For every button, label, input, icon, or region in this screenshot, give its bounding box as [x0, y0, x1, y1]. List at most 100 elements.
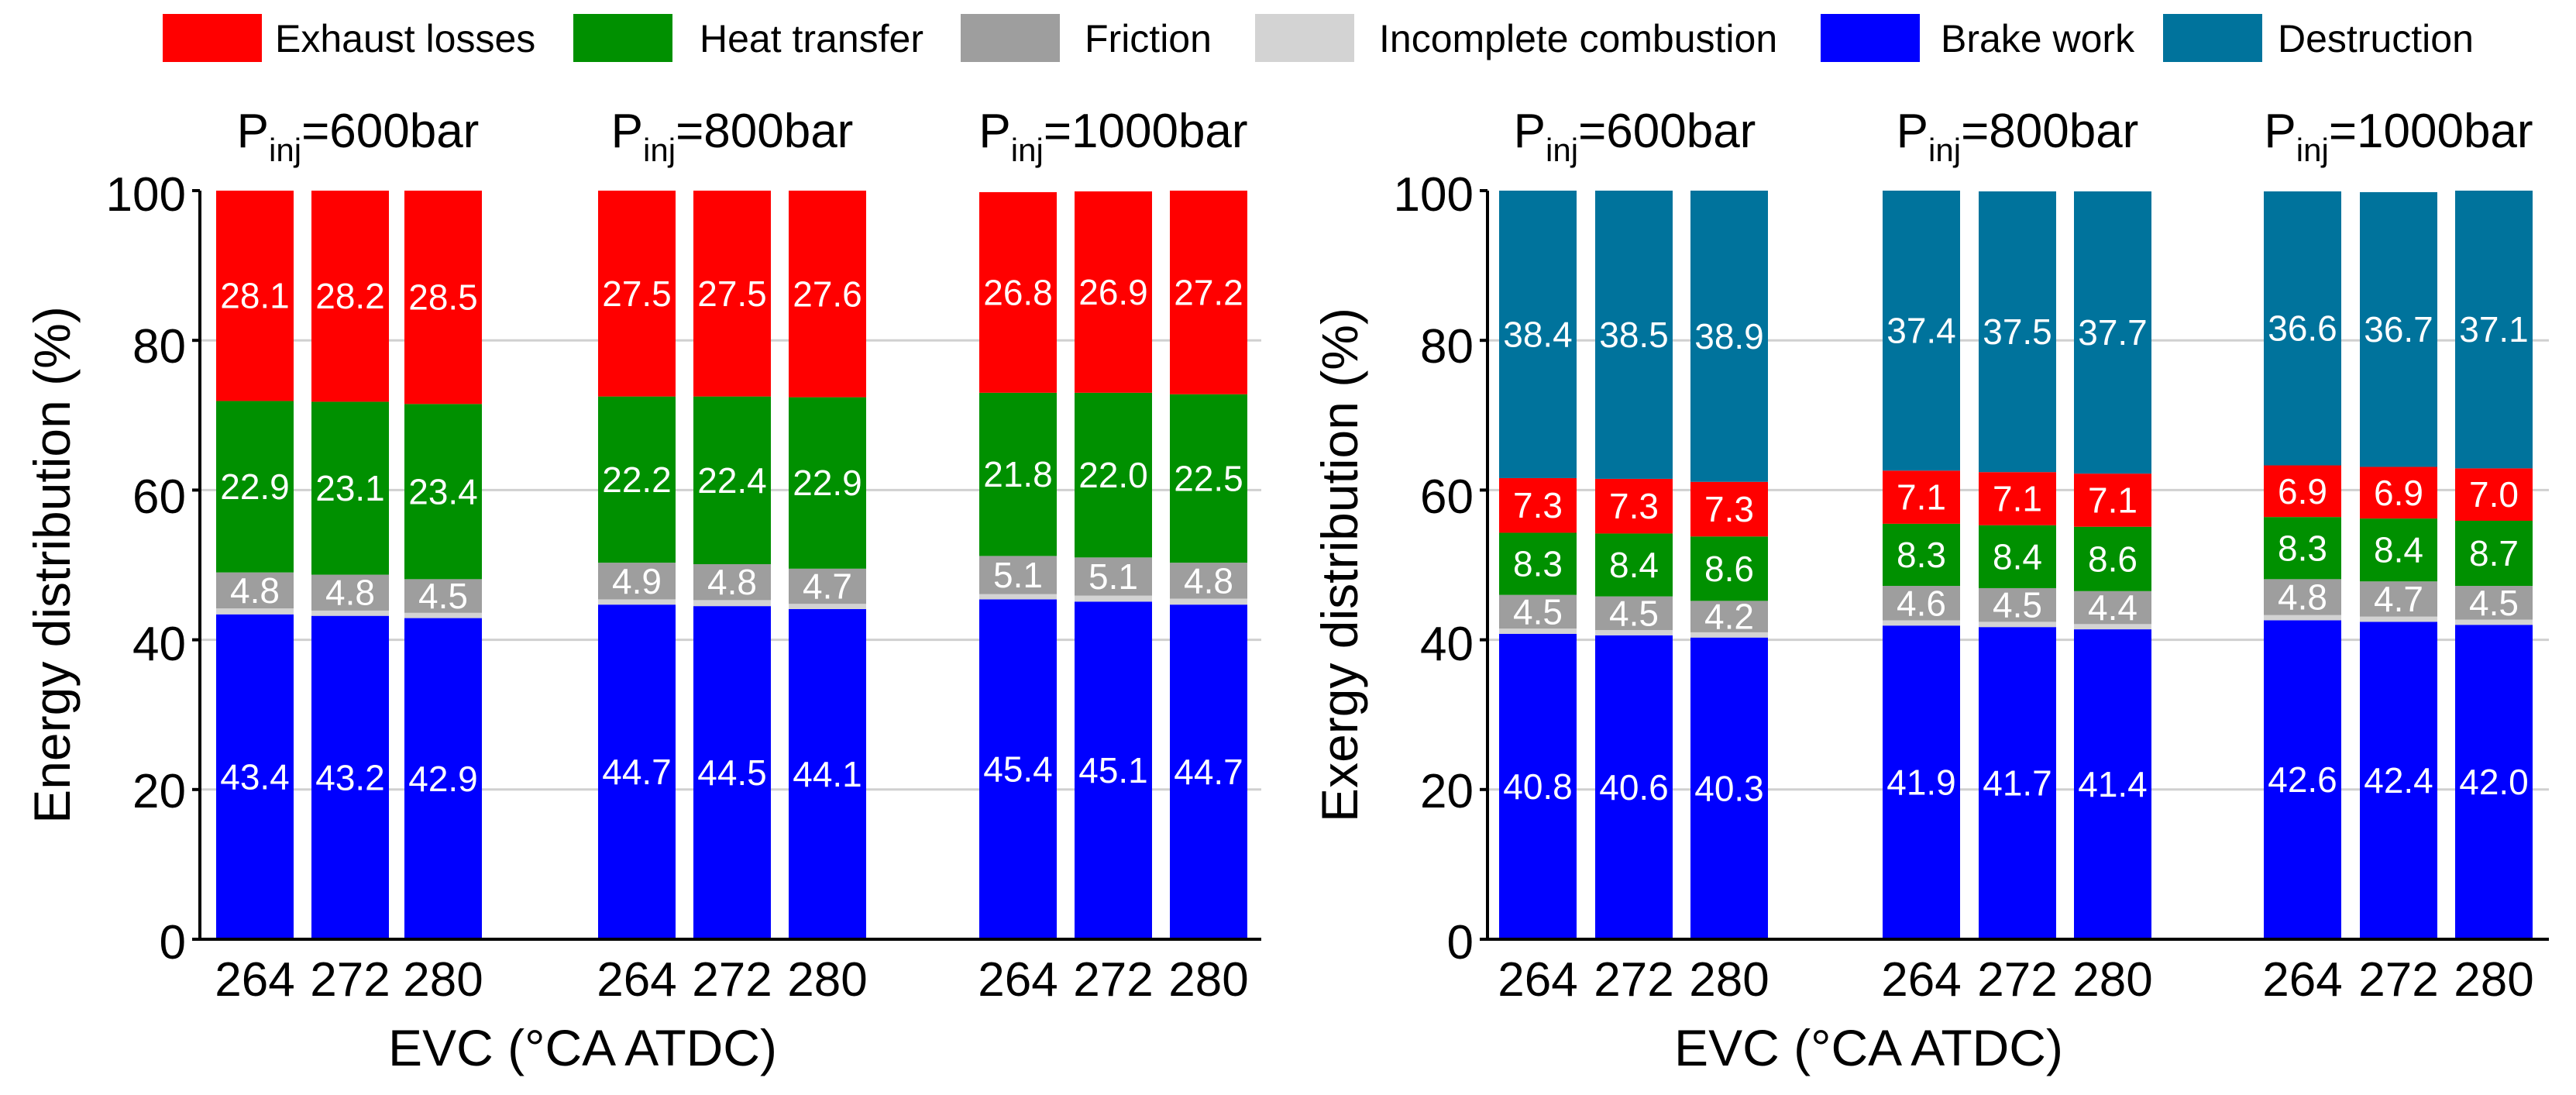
bar-value-label: 7.3 [1513, 485, 1563, 525]
bar-segment-brake-work [1979, 627, 2056, 939]
bar-segment-destruction [2264, 191, 2341, 466]
bar-value-label: 27.5 [697, 274, 767, 314]
bar-value-label: 4.7 [2374, 579, 2423, 619]
bar-value-label: 4.8 [707, 562, 757, 602]
bar-segment-destruction [1979, 191, 2056, 473]
bar-segment-friction [1075, 557, 1152, 596]
bar-segment-heat-transfer [693, 396, 771, 565]
bar-segment-brake-work [693, 606, 771, 939]
bar-value-label: 38.4 [1503, 314, 1573, 354]
bar-segment-heat-transfer [1075, 392, 1152, 558]
bar-segment-brake-work [2264, 620, 2341, 939]
bar-segment-heat-transfer [1595, 533, 1673, 597]
bar-segment-brake-work [2455, 625, 2533, 939]
x-tick-label: 264 [597, 953, 676, 1007]
legend-label-brake-work: Brake work [1941, 17, 2135, 60]
bar-value-label: 44.7 [602, 752, 672, 792]
x-tick-label: 264 [215, 953, 294, 1007]
bar-value-label: 45.4 [983, 749, 1053, 790]
bar-segment-incomplete-combustion [1075, 595, 1152, 602]
exergy-distribution-panel: 0 20 40 60 80 100 Exergy distribution (%) 40.8 4… [1311, 105, 2549, 1076]
bar-value-label: 22.2 [602, 460, 672, 500]
bar-value-label: 43.2 [315, 757, 385, 797]
bar-value-label: 7.1 [2088, 480, 2137, 520]
bar-value-label: 8.3 [1897, 535, 1946, 575]
bar-value-label: 4.2 [1704, 597, 1754, 637]
y-tick-label: 100 [106, 168, 186, 222]
bar-value-label: 42.4 [2364, 760, 2433, 801]
bar-segment-incomplete-combustion [598, 599, 676, 605]
legend-swatch-heat-transfer [573, 14, 672, 62]
legend-swatch-incomplete-combustion [1255, 14, 1354, 62]
bar-segment-friction [2455, 586, 2533, 620]
bar-value-label: 27.5 [602, 274, 672, 314]
bar-value-label: 28.5 [408, 277, 478, 318]
bar-value-label: 8.4 [2374, 530, 2423, 570]
bar-segment-heat-transfer [1979, 525, 2056, 588]
bar-segment-exhaust-losses [1883, 470, 1960, 524]
bar-segment-exhaust-losses [311, 191, 389, 402]
y-tick-label: 40 [1420, 618, 1474, 671]
bar-segment-incomplete-combustion [2360, 616, 2437, 622]
bar-segment-exhaust-losses [2074, 473, 2151, 527]
bar-segment-exhaust-losses [1499, 477, 1577, 533]
bar-value-label: 37.5 [1983, 312, 2052, 352]
bar-segment-friction [2074, 591, 2151, 625]
bar-value-label: 4.7 [803, 566, 852, 607]
bar-value-label: 6.9 [2278, 471, 2327, 511]
legend-swatch-exhaust-losses [163, 14, 262, 62]
x-tick-label: 272 [310, 953, 390, 1007]
bar-segment-destruction [2074, 191, 2151, 474]
bar-segment-exhaust-losses [216, 191, 294, 401]
bar-segment-heat-transfer [598, 396, 676, 563]
group-title: Pinj=1000bar [2264, 105, 2533, 168]
bar-segment-heat-transfer [311, 401, 389, 575]
group-title: Pinj=600bar [1514, 105, 1756, 168]
bar-segment-brake-work [2360, 622, 2437, 939]
bar-value-label: 43.4 [220, 756, 290, 797]
bar-value-label: 4.5 [2469, 583, 2519, 623]
bar-segment-brake-work [216, 614, 294, 939]
y-axis-title: Energy distribution (%) [23, 306, 81, 824]
bar-value-label: 8.3 [2278, 528, 2327, 568]
bar-segment-exhaust-losses [1979, 472, 2056, 525]
bar-segment-brake-work [2074, 629, 2151, 939]
y-tick-label: 60 [1420, 470, 1474, 524]
x-tick-label: 272 [692, 953, 772, 1007]
x-tick-label: 272 [2358, 953, 2438, 1007]
bar-segment-exhaust-losses [1690, 481, 1768, 537]
bar-segment-incomplete-combustion [2264, 615, 2341, 621]
legend-label-friction: Friction [1085, 17, 1212, 60]
bar-value-label: 41.7 [1983, 763, 2052, 804]
bar-segment-friction [2264, 579, 2341, 615]
legend-swatch-brake-work [1821, 14, 1920, 62]
bar-segment-destruction [1883, 191, 1960, 471]
bar-segment-incomplete-combustion [979, 594, 1057, 600]
bar-segment-friction [789, 568, 866, 604]
bar-segment-brake-work [1595, 635, 1673, 939]
bar-segment-exhaust-losses [2360, 467, 2437, 519]
bar-segment-heat-transfer [979, 392, 1057, 556]
bar-value-label: 23.1 [315, 468, 385, 508]
bar-segment-brake-work [1170, 604, 1247, 939]
bar-segment-heat-transfer [1690, 536, 1768, 601]
x-tick-label: 272 [1977, 953, 2057, 1007]
bar-segment-friction [216, 572, 294, 609]
bar-segment-exhaust-losses [1595, 478, 1673, 534]
legend-label-destruction: Destruction [2278, 17, 2474, 60]
bar-segment-brake-work [404, 618, 482, 939]
bar-segment-friction [1690, 601, 1768, 632]
bar-value-label: 41.4 [2078, 764, 2148, 804]
bar-value-label: 37.7 [2078, 312, 2148, 353]
bar-value-label: 8.3 [1513, 544, 1563, 584]
bar-segment-exhaust-losses [2455, 468, 2533, 522]
bar-segment-friction [1170, 563, 1247, 599]
bar-value-label: 7.0 [2469, 474, 2519, 515]
bar-segment-brake-work [1690, 637, 1768, 939]
bar-segment-incomplete-combustion [2074, 624, 2151, 630]
y-tick-label: 80 [132, 320, 186, 374]
bar-segment-exhaust-losses [789, 191, 866, 398]
y-tick-label: 60 [132, 470, 186, 524]
x-tick-label: 272 [1594, 953, 1673, 1007]
